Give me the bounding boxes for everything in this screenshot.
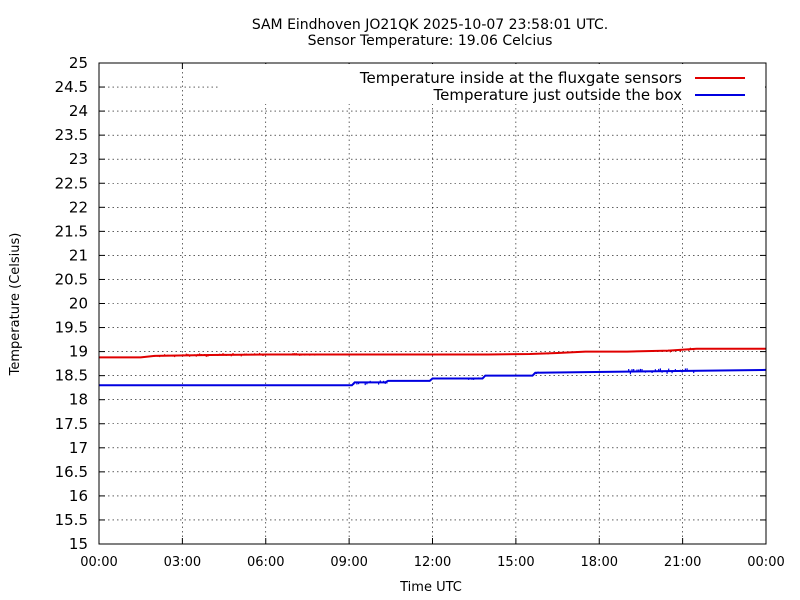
y-tick-label: 15.5 bbox=[55, 511, 88, 529]
inside-temperature-line bbox=[99, 347, 766, 359]
y-tick-label: 19.5 bbox=[55, 319, 88, 337]
y-tick-label: 24 bbox=[69, 102, 88, 120]
x-tick-label: 09:00 bbox=[330, 555, 367, 570]
x-tick-label: 18:00 bbox=[581, 555, 618, 570]
series-jitter bbox=[628, 368, 695, 375]
y-axis-label: Temperature (Celsius) bbox=[8, 233, 23, 377]
y-tick-label: 18.5 bbox=[55, 367, 88, 385]
series-jitter bbox=[463, 375, 486, 380]
grid-lines bbox=[99, 63, 766, 544]
x-tick-label: 03:00 bbox=[164, 555, 201, 570]
y-tick-label: 24.5 bbox=[55, 78, 88, 96]
y-tick-label: 16.5 bbox=[55, 463, 88, 481]
series-jitter bbox=[668, 347, 695, 353]
y-tick-label: 23 bbox=[69, 150, 88, 168]
x-axis: 00:00 03:00 06:00 09:00 12:00 15:00 18:00 21:00… bbox=[80, 63, 785, 570]
y-tick-label: 16 bbox=[69, 487, 88, 505]
y-tick-label: 15 bbox=[69, 535, 88, 553]
chart-subtitle: Sensor Temperature: 19.06 Celcius bbox=[308, 33, 553, 49]
series-jitter bbox=[154, 352, 264, 358]
series-jitter bbox=[353, 380, 388, 386]
y-tick-label: 22.5 bbox=[55, 174, 88, 192]
outside-temperature-line bbox=[99, 368, 767, 387]
y-tick-label: 25 bbox=[69, 54, 88, 72]
y-tick-label: 20 bbox=[69, 295, 88, 313]
x-tick-label: 12:00 bbox=[414, 555, 451, 570]
series-jitter bbox=[540, 351, 571, 355]
legend: Temperature inside at the fluxgate senso… bbox=[220, 64, 765, 104]
y-tick-label: 20.5 bbox=[55, 270, 88, 288]
legend-label-outside-temperature: Temperature just outside the box bbox=[433, 86, 683, 104]
series-jitter bbox=[535, 371, 539, 375]
y-tick-label: 21.5 bbox=[55, 222, 88, 240]
x-tick-label: 00:00 bbox=[80, 555, 117, 570]
series-jitter bbox=[282, 353, 322, 356]
chart-title: SAM Eindhoven JO21QK 2025-10-07 23:58:01… bbox=[252, 17, 608, 33]
y-tick-label: 18 bbox=[69, 391, 88, 409]
x-tick-label: 00:00 bbox=[747, 555, 784, 570]
y-tick-label: 23.5 bbox=[55, 126, 88, 144]
x-axis-label: Time UTC bbox=[399, 580, 462, 595]
x-tick-label: 06:00 bbox=[247, 555, 284, 570]
y-tick-label: 22 bbox=[69, 198, 88, 216]
legend-background bbox=[220, 64, 765, 104]
x-tick-label: 15:00 bbox=[497, 555, 534, 570]
y-tick-label: 17 bbox=[69, 439, 88, 457]
x-tick-label: 21:00 bbox=[664, 555, 701, 570]
y-tick-label: 17.5 bbox=[55, 415, 88, 433]
y-tick-label: 21 bbox=[69, 246, 88, 264]
plot-area bbox=[99, 347, 767, 387]
y-axis: 15 15.5 16 16.5 17 17.5 18 18.5 19 19.5 20 20.5 21 21… bbox=[55, 54, 766, 553]
legend-label-inside-temperature: Temperature inside at the fluxgate senso… bbox=[359, 69, 682, 87]
y-tick-label: 19 bbox=[69, 343, 88, 361]
